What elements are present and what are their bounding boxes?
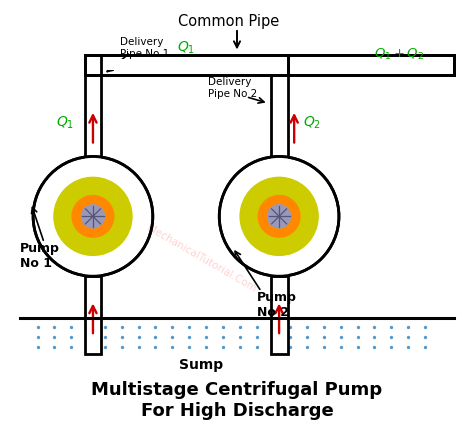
Circle shape (54, 178, 132, 256)
Text: Delivery
Pipe No 1: Delivery Pipe No 1 (119, 37, 169, 59)
Text: Multistage Centrifugal Pump
For High Discharge: Multistage Centrifugal Pump For High Dis… (91, 381, 383, 420)
Bar (271, 74, 287, 75)
Text: $Q_2$: $Q_2$ (303, 115, 321, 132)
Text: $Q_1+Q_2$: $Q_1+Q_2$ (374, 47, 425, 62)
Bar (84, 74, 101, 157)
Text: MechanicalTutorial.Com: MechanicalTutorial.Com (145, 223, 258, 294)
Circle shape (258, 195, 300, 237)
Circle shape (240, 178, 318, 256)
Bar (271, 276, 288, 354)
Bar (84, 157, 101, 276)
Bar (271, 157, 288, 276)
Bar (89, 59, 450, 70)
Text: Common Pipe: Common Pipe (177, 14, 279, 29)
Text: $Q_1$: $Q_1$ (55, 115, 73, 132)
Text: Delivery
Pipe No 2: Delivery Pipe No 2 (208, 77, 257, 99)
Circle shape (268, 205, 291, 228)
Text: Pump
No 1: Pump No 1 (20, 242, 60, 270)
Bar (271, 74, 288, 157)
Circle shape (33, 157, 153, 276)
Text: $Q_1$: $Q_1$ (177, 39, 195, 56)
Text: Pump
No 2: Pump No 2 (257, 291, 297, 319)
Bar (84, 276, 101, 354)
Circle shape (219, 157, 339, 276)
Circle shape (82, 205, 104, 228)
Text: Sump: Sump (180, 358, 224, 372)
Circle shape (72, 195, 114, 237)
